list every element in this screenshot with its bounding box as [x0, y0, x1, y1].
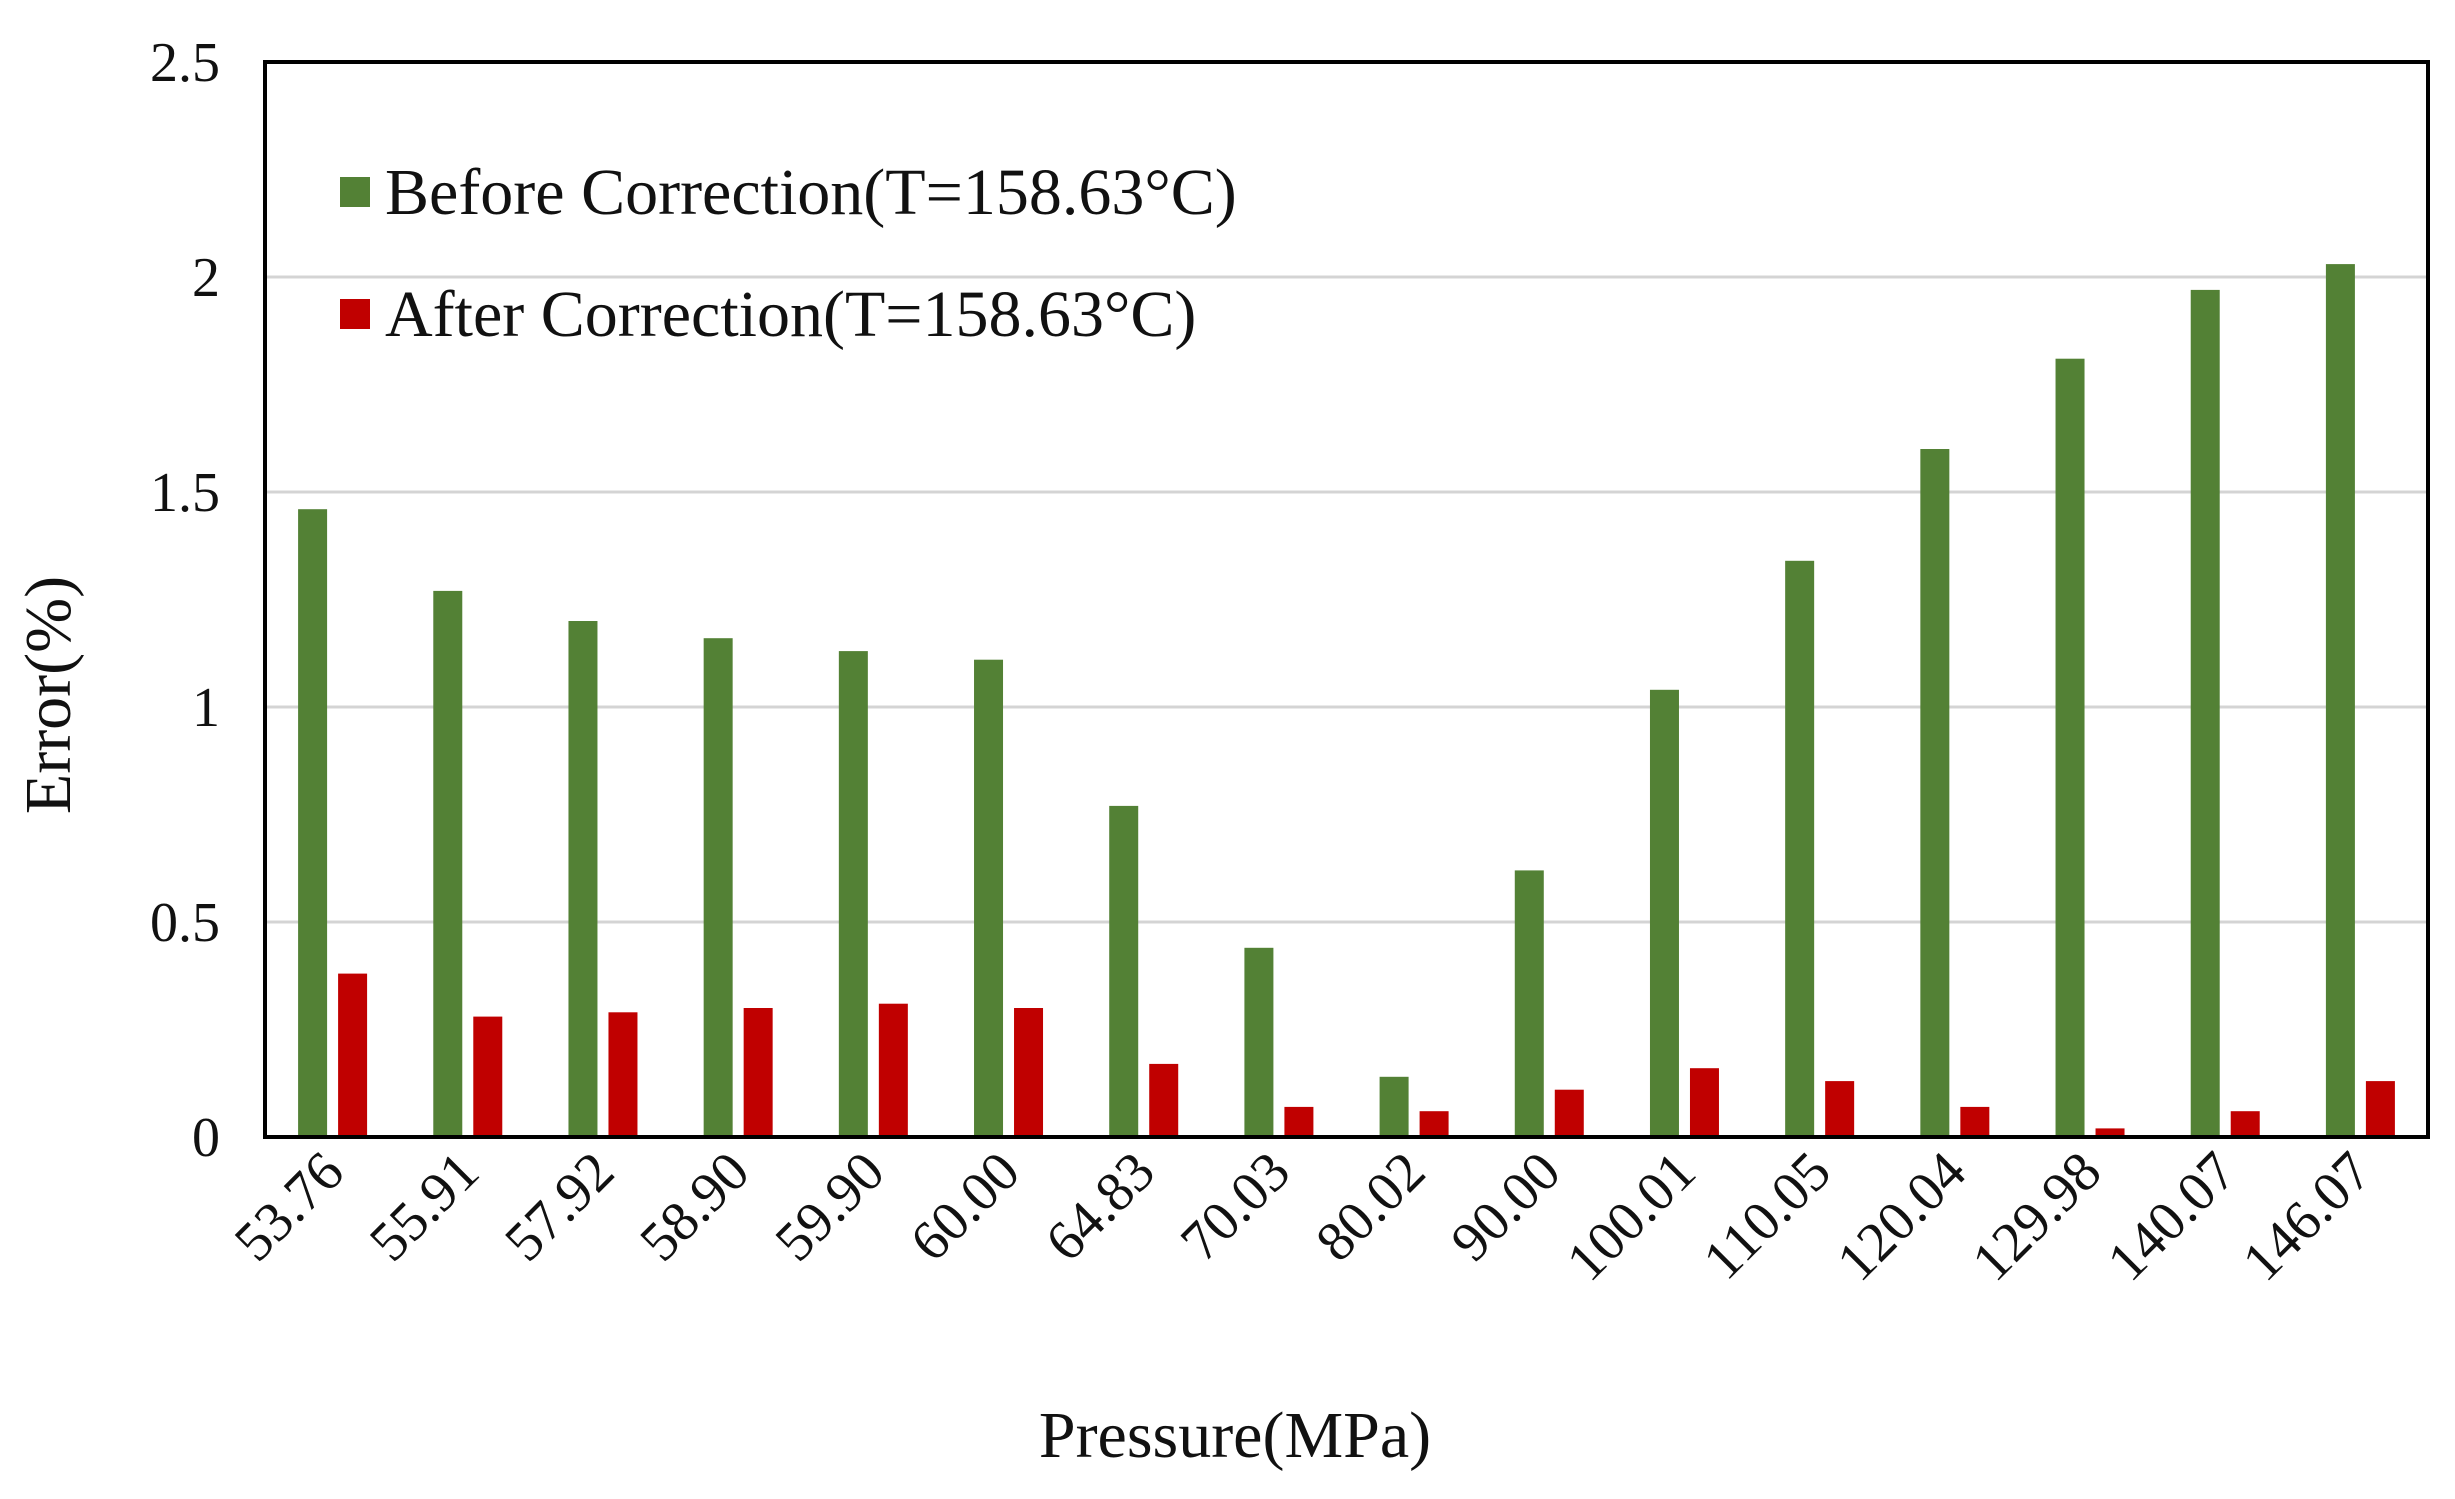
bar-before-correction	[974, 659, 1004, 1137]
legend-label-after: After Correction(T=158.63°C)	[385, 278, 1196, 351]
legend-swatch-before	[340, 177, 370, 207]
x-tick-label: 90.00	[1440, 1140, 1573, 1273]
bar-after-correction	[2230, 1111, 2260, 1137]
y-tick-label: 1.5	[150, 462, 220, 524]
bar-before-correction	[1109, 805, 1139, 1137]
x-tick-label: 57.92	[493, 1140, 626, 1273]
bar-before-correction	[2190, 289, 2220, 1137]
bar-after-correction	[2365, 1081, 2395, 1137]
bar-after-correction	[338, 973, 368, 1137]
bar-before-correction	[2325, 264, 2355, 1138]
bar-after-correction	[1419, 1111, 1449, 1137]
bar-after-correction	[1825, 1081, 1855, 1137]
bar-before-correction	[298, 509, 328, 1137]
bar-before-correction	[1244, 947, 1274, 1137]
x-tick-label: 140.07	[2096, 1140, 2249, 1293]
x-tick-label: 110.05	[1692, 1140, 1843, 1291]
bars	[298, 264, 2395, 1138]
x-tick-label: 58.90	[628, 1140, 761, 1273]
legend-swatch-after	[340, 299, 370, 329]
x-tick-label: 120.04	[1825, 1140, 1978, 1293]
x-tick-label: 146.07	[2231, 1140, 2384, 1293]
y-tick-label: 0	[192, 1107, 220, 1169]
bar-after-correction	[608, 1012, 638, 1137]
y-axis-label: Error(%)	[12, 576, 85, 814]
bar-after-correction	[743, 1008, 773, 1137]
bar-after-correction	[2095, 1128, 2125, 1137]
y-tick-label: 2	[192, 247, 220, 309]
x-axis-label: Pressure(MPa)	[1039, 1399, 1431, 1472]
bar-before-correction	[703, 638, 733, 1137]
x-tick-label: 55.91	[358, 1140, 491, 1273]
x-tick-label: 53.76	[223, 1140, 356, 1273]
x-tick-label: 80.02	[1304, 1140, 1437, 1273]
legend-label-before: Before Correction(T=158.63°C)	[385, 156, 1237, 229]
x-tick-label: 59.90	[764, 1140, 897, 1273]
bar-before-correction	[1785, 560, 1815, 1137]
y-axis-ticks: 0 0.5 1 1.5 2 2.5	[150, 32, 220, 1169]
x-tick-label: 64.83	[1034, 1140, 1167, 1273]
bar-before-correction	[568, 621, 598, 1137]
bar-before-correction	[2055, 358, 2085, 1137]
bar-before-correction	[838, 651, 868, 1137]
bar-after-correction	[1014, 1008, 1044, 1137]
x-tick-label: 70.03	[1169, 1140, 1302, 1273]
bar-after-correction	[1149, 1063, 1179, 1137]
x-axis-ticks: 53.76 55.91 57.92 58.90 59.90 60.00 64.83 70.03…	[223, 1140, 2384, 1293]
bar-before-correction	[1920, 449, 1950, 1137]
y-tick-label: 2.5	[150, 32, 220, 94]
bar-before-correction	[433, 590, 463, 1137]
y-tick-label: 0.5	[150, 892, 220, 954]
bar-after-correction	[878, 1003, 908, 1137]
bar-after-correction	[1960, 1106, 1990, 1137]
bar-after-correction	[1689, 1068, 1719, 1137]
bar-before-correction	[1514, 870, 1544, 1137]
x-tick-label: 60.00	[899, 1140, 1032, 1273]
x-tick-label: 100.01	[1555, 1140, 1708, 1293]
plot-area-frame	[263, 60, 2430, 1139]
bar-after-correction	[473, 1016, 503, 1137]
legend: Before Correction(T=158.63°C) After Corr…	[340, 156, 1237, 351]
bar-before-correction	[1649, 689, 1679, 1137]
y-tick-label: 1	[192, 677, 220, 739]
bar-after-correction	[1554, 1089, 1584, 1137]
bar-before-correction	[1379, 1076, 1409, 1137]
bar-after-correction	[1284, 1106, 1314, 1137]
x-tick-label: 129.98	[1960, 1140, 2113, 1293]
